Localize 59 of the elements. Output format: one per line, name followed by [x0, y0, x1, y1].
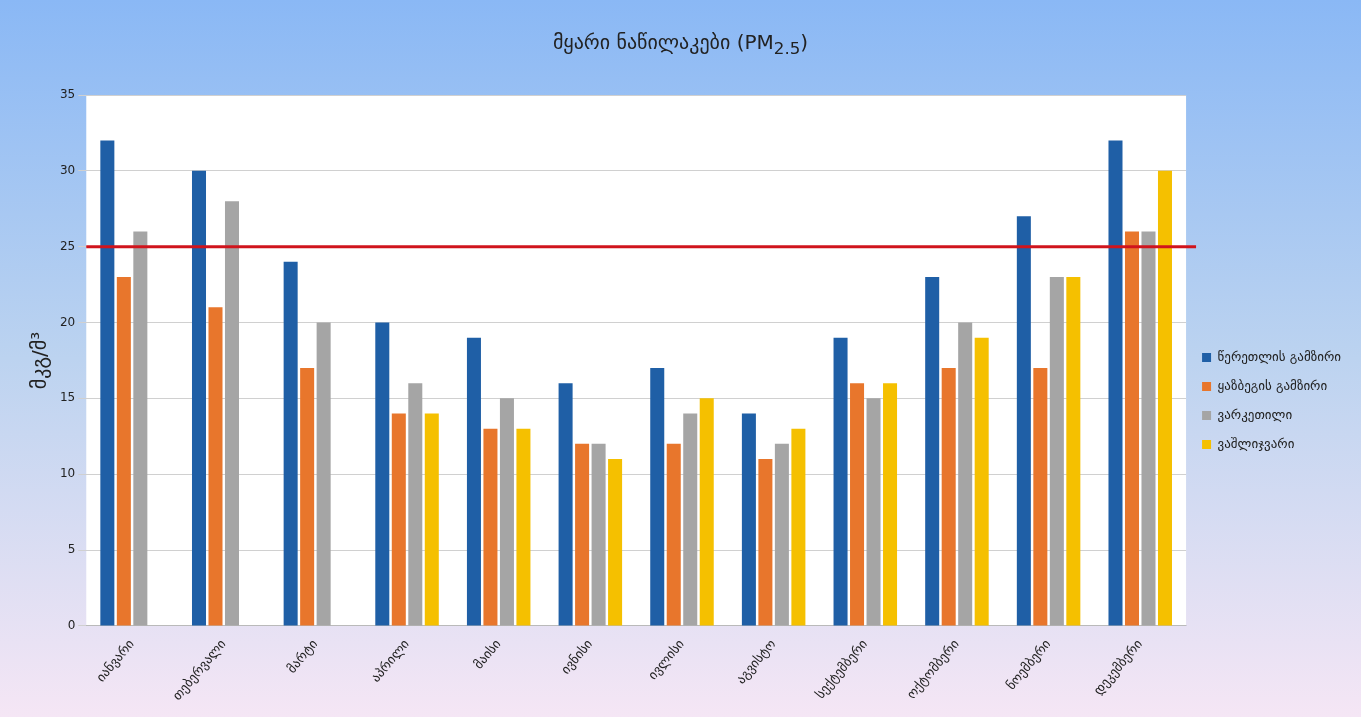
bar: [941, 368, 956, 626]
legend-label: ვარკეთილი: [1217, 406, 1293, 422]
bar: [741, 413, 756, 626]
legend-label: ვაშლიჯვარი: [1217, 435, 1295, 451]
bar: [758, 459, 773, 626]
chart-title: მყარი ნაწილაკები (PM$_{2.5}$): [551, 30, 810, 58]
bar: [1033, 368, 1048, 626]
y-tick-label: 25: [59, 238, 76, 253]
y-axis-title: მკგ/მ³: [27, 331, 52, 390]
y-tick-label: 20: [59, 314, 76, 329]
bar: [866, 398, 881, 626]
bar: [925, 277, 940, 626]
legend-label: წერეთლის გამზირი: [1217, 348, 1342, 364]
bar: [224, 201, 239, 626]
bar: [300, 368, 315, 626]
bar: [1157, 170, 1172, 626]
bar: [133, 231, 148, 626]
bar: [100, 140, 115, 626]
bar: [958, 322, 973, 626]
bar: [483, 428, 498, 626]
bar: [833, 337, 848, 626]
bar: [974, 337, 989, 626]
bar: [1124, 231, 1139, 626]
y-tick-label: 35: [59, 87, 76, 102]
bar: [608, 459, 623, 626]
bar: [575, 443, 590, 626]
legend-label: ყაზბეგის გამზირი: [1217, 377, 1328, 393]
bar: [391, 413, 406, 626]
bar: [850, 383, 865, 626]
bar: [699, 398, 714, 626]
y-tick-label: 15: [59, 390, 76, 405]
bar: [650, 368, 665, 626]
bar: [316, 322, 331, 626]
bar: [424, 413, 439, 626]
bar: [1108, 140, 1123, 626]
bar: [283, 261, 298, 626]
bar: [791, 428, 806, 626]
bar: [499, 398, 514, 626]
y-tick-label: 0: [67, 618, 76, 633]
bar: [516, 428, 531, 626]
bar: [1049, 277, 1064, 626]
y-tick-label: 5: [67, 542, 76, 557]
bar: [774, 443, 789, 626]
bar: [466, 337, 481, 626]
bar: [191, 170, 207, 626]
bar: [683, 413, 698, 626]
bar: [591, 443, 606, 626]
bar: [208, 307, 223, 626]
bar: [1066, 277, 1081, 626]
bar: [1016, 216, 1031, 626]
bar: [116, 277, 131, 626]
y-tick-label: 30: [59, 162, 76, 177]
bar: [1141, 231, 1156, 626]
bar: [558, 383, 573, 626]
bar: [408, 383, 423, 626]
bar: [375, 322, 390, 626]
y-tick-label: 10: [59, 466, 76, 481]
bar: [883, 383, 898, 626]
bar: [666, 443, 681, 626]
